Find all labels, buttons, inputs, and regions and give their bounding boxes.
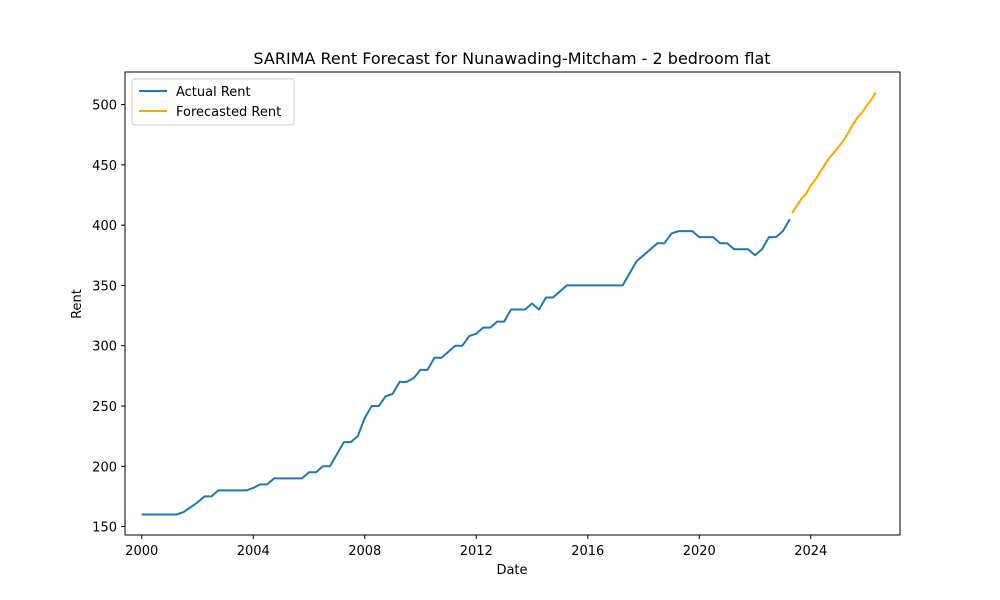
- legend-label-forecasted-rent: Forecasted Rent: [176, 105, 281, 120]
- x-tick-label: 2024: [794, 544, 827, 559]
- plot-lines: [141, 91, 877, 516]
- y-tick-label: 500: [92, 99, 117, 114]
- legend-label-actual-rent: Actual Rent: [176, 85, 251, 100]
- x-tick-label: 2012: [460, 544, 493, 559]
- x-tick-label: 2004: [237, 544, 270, 559]
- x-tick-label: 2016: [571, 544, 604, 559]
- legend: Actual Rent Forecasted Rent: [131, 78, 295, 126]
- x-tick-label: 2008: [348, 544, 381, 559]
- legend-box: [131, 78, 295, 126]
- x-axis-label: Date: [496, 563, 527, 578]
- y-tick-label: 150: [92, 521, 117, 536]
- x-axis-ticks: 2000 2004 2008 2012 2016 2020 2024: [125, 535, 827, 559]
- chart-title: SARIMA Rent Forecast for Nunawading-Mitc…: [253, 49, 770, 68]
- series-line-forecasted-rent: [791, 91, 877, 214]
- plot-frame: [124, 71, 901, 536]
- y-tick-label: 400: [92, 219, 117, 234]
- y-axis-label: Rent: [70, 289, 85, 319]
- y-axis-ticks: 150 200 250 300 350 400 450 500: [92, 99, 125, 536]
- y-tick-label: 450: [92, 159, 117, 174]
- series-line-actual-rent: [141, 218, 791, 516]
- y-tick-label: 200: [92, 460, 117, 475]
- y-tick-label: 350: [92, 279, 117, 294]
- x-tick-label: 2020: [683, 544, 716, 559]
- x-tick-label: 2000: [125, 544, 158, 559]
- y-tick-label: 300: [92, 340, 117, 355]
- y-tick-label: 250: [92, 400, 117, 415]
